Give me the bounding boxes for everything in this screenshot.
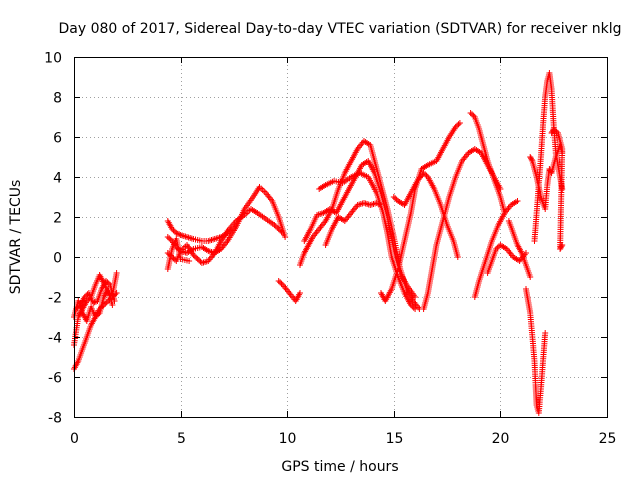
- data-point: [282, 234, 289, 240]
- data-point: [412, 294, 419, 300]
- data-point: [74, 304, 81, 311]
- data-point: [527, 274, 534, 280]
- y-tick-label: -6: [48, 371, 62, 387]
- data-point: [552, 127, 559, 134]
- y-axis-label: SDTVAR / TECUs: [8, 180, 24, 295]
- data-point: [92, 314, 99, 320]
- data-point: [454, 254, 461, 260]
- data-point: [409, 303, 416, 310]
- y-tick-label: -8: [48, 411, 62, 427]
- data-point: [278, 228, 285, 235]
- y-tick-label: -4: [48, 331, 62, 347]
- y-tick-label: -2: [48, 291, 62, 307]
- data-point: [542, 330, 549, 336]
- y-tick-label: 10: [44, 51, 62, 67]
- chart-title: Day 080 of 2017, Sidereal Day-to-day VTE…: [59, 21, 622, 37]
- data-point: [83, 292, 90, 299]
- axis-ticks: [74, 57, 608, 418]
- x-tick-label: 25: [599, 431, 617, 447]
- x-tick-label: 0: [70, 431, 79, 447]
- data-point: [469, 111, 475, 118]
- y-tick-label: 4: [53, 171, 62, 187]
- data-point: [392, 195, 399, 202]
- data-point: [452, 124, 459, 130]
- data-point: [186, 258, 193, 264]
- data-point: [113, 270, 120, 276]
- y-tick-label: 6: [53, 131, 62, 147]
- data-point: [279, 230, 286, 236]
- data-point: [559, 242, 566, 248]
- data-point: [91, 299, 98, 306]
- data-point: [548, 130, 555, 136]
- x-tick-label: 20: [492, 431, 510, 447]
- data-point: [558, 243, 565, 250]
- y-tick-label: 8: [53, 91, 62, 107]
- data-point: [111, 298, 118, 304]
- data-point: [467, 110, 474, 116]
- data-point: [95, 311, 102, 318]
- data-point: [170, 227, 177, 234]
- data-point: [278, 280, 285, 287]
- data-point: [275, 226, 282, 232]
- data-point: [109, 302, 116, 308]
- data-point: [514, 198, 521, 204]
- x-tick-label: 15: [386, 431, 404, 447]
- data-point: [103, 299, 110, 306]
- data-point: [390, 194, 397, 200]
- data-point: [194, 256, 201, 262]
- y-tick-label: 0: [53, 251, 62, 267]
- data-point: [103, 278, 109, 284]
- data-point: [297, 290, 303, 296]
- data-point: [410, 304, 417, 311]
- data-point: [81, 294, 88, 300]
- plot-frame: [74, 57, 608, 418]
- data-point: [559, 186, 566, 192]
- data-point: [191, 253, 198, 260]
- data-point: [174, 230, 181, 237]
- x-tick-label: 10: [279, 431, 297, 447]
- data-point: [528, 155, 534, 162]
- data-point: [470, 112, 477, 119]
- data-point: [90, 300, 97, 306]
- data-point: [104, 279, 111, 286]
- x-tick-label: 5: [177, 431, 186, 447]
- data-point: [190, 252, 197, 258]
- y-tick-labels: -8 -6 -4 -2 0 2 4 6 8 10: [44, 51, 62, 427]
- data-point: [277, 279, 284, 286]
- data-point: [277, 227, 284, 234]
- data-point: [196, 257, 203, 264]
- data-point: [422, 171, 429, 178]
- x-axis-label: GPS time / hours: [281, 459, 398, 475]
- data-point: [550, 126, 557, 132]
- data-point: [164, 234, 171, 240]
- x-tick-labels: 0 5 10 15 20 25: [70, 431, 616, 447]
- data-point: [455, 121, 462, 128]
- data-point: [557, 246, 564, 252]
- y-tick-label: 2: [53, 211, 62, 227]
- data-points: [71, 70, 566, 416]
- data-point: [274, 224, 281, 231]
- data-point: [528, 156, 535, 163]
- data-point: [271, 222, 278, 228]
- series-sdtvar: [71, 70, 566, 416]
- data-point: [557, 244, 564, 251]
- data-point: [176, 231, 183, 238]
- data-point: [456, 120, 463, 126]
- data-point: [275, 278, 282, 284]
- data-point: [105, 280, 112, 287]
- data-point: [407, 302, 414, 308]
- data-point: [494, 244, 501, 251]
- data-point: [170, 255, 177, 262]
- data-point: [412, 306, 419, 312]
- data-point: [169, 226, 176, 232]
